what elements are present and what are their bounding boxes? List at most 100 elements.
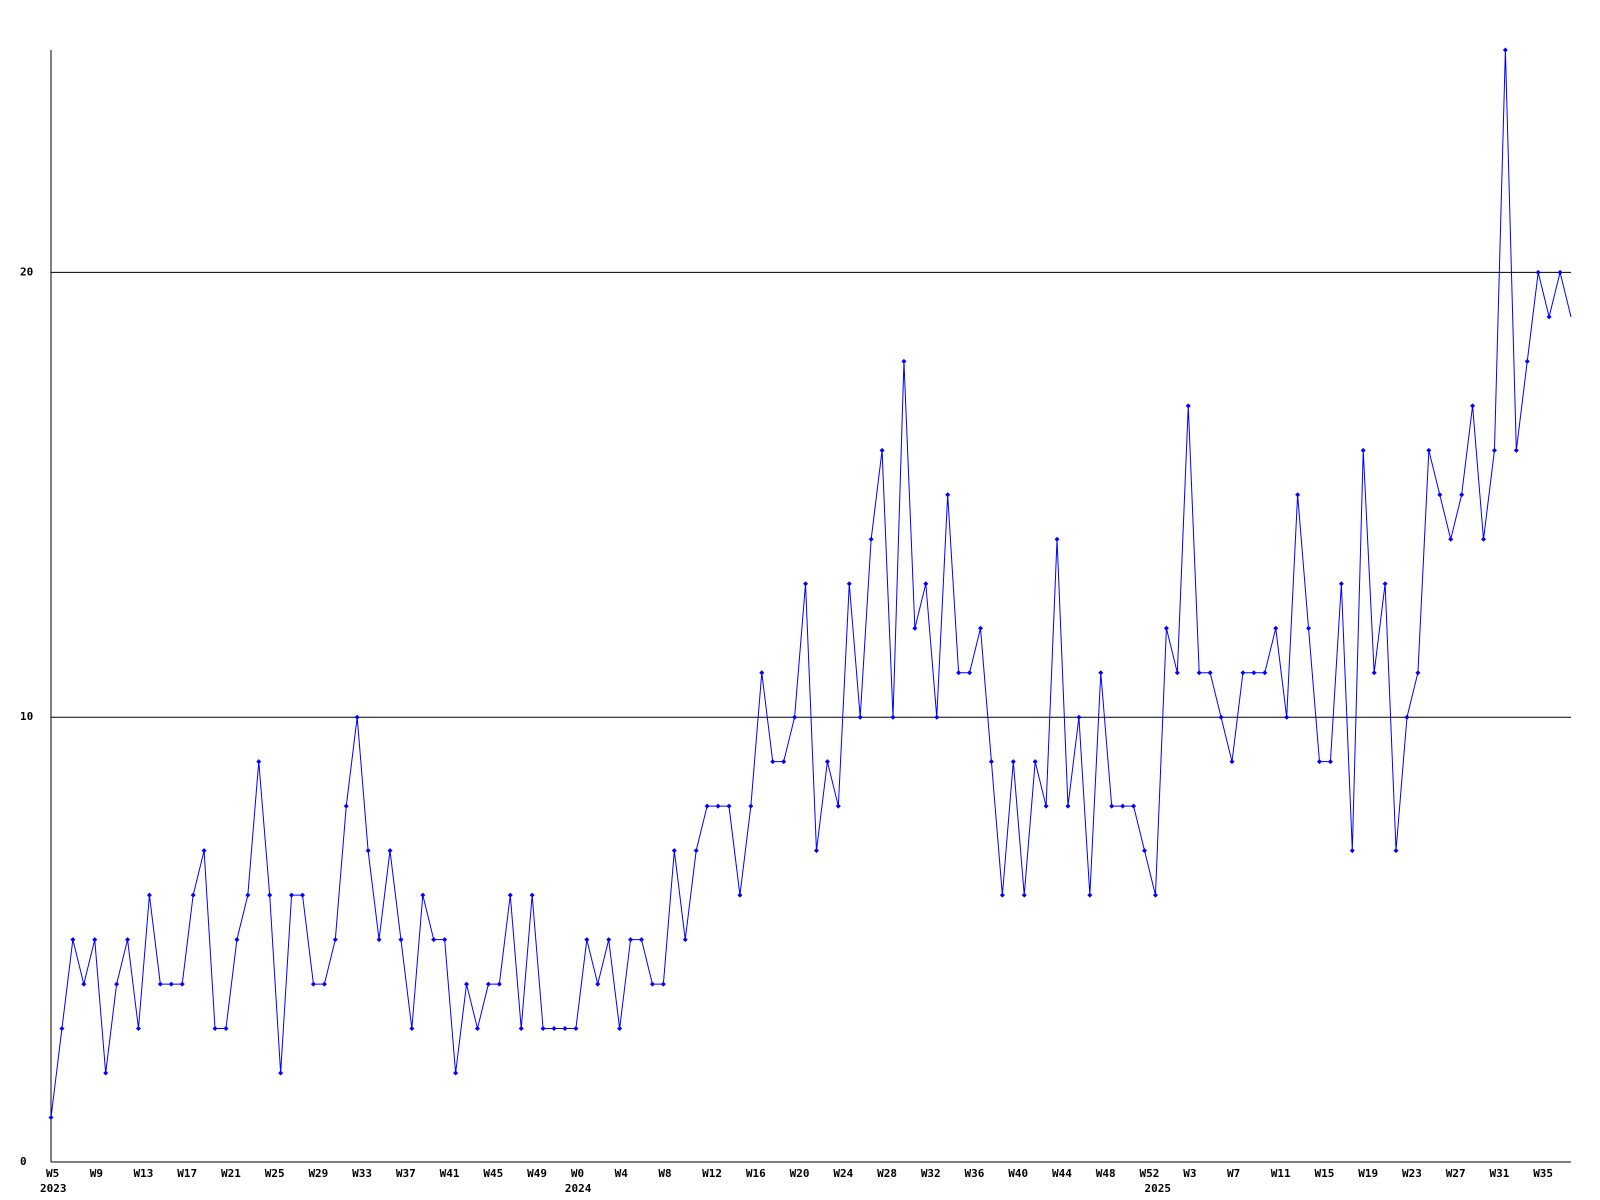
point-marker [1481, 536, 1487, 542]
point-marker [857, 714, 863, 720]
point-marker [245, 892, 251, 898]
point-marker [901, 358, 907, 364]
point-marker [321, 981, 327, 987]
point-marker [1207, 670, 1213, 676]
point-marker [770, 759, 776, 765]
x-tick-label: W44 [1052, 1167, 1072, 1180]
point-marker [1218, 714, 1224, 720]
point-marker [1185, 403, 1191, 409]
point-marker [300, 892, 306, 898]
point-marker [135, 1026, 141, 1032]
point-marker [1032, 759, 1038, 765]
point-marker [1131, 803, 1137, 809]
point-marker [431, 937, 437, 943]
point-marker [59, 1026, 65, 1032]
point-marker [649, 981, 655, 987]
point-marker [376, 937, 382, 943]
point-marker [1240, 670, 1246, 676]
x-tick-label: W41 [440, 1167, 460, 1180]
x-tick-label: W13 [133, 1167, 153, 1180]
point-marker [988, 759, 994, 765]
x-tick-label: W7 [1227, 1167, 1240, 1180]
point-marker [781, 759, 787, 765]
point-marker [1415, 670, 1421, 676]
x-tick-label: W4 [615, 1167, 629, 1180]
point-marker [387, 848, 393, 854]
point-marker [1546, 314, 1552, 320]
point-marker [999, 892, 1005, 898]
point-marker [168, 981, 174, 987]
point-marker [726, 803, 732, 809]
point-marker [289, 892, 295, 898]
point-marker [1437, 492, 1443, 498]
point-marker [573, 1026, 579, 1032]
x-tick-label: W25 [265, 1167, 285, 1180]
point-marker [114, 981, 120, 987]
point-marker [48, 1115, 54, 1121]
point-marker [1535, 269, 1541, 275]
point-marker [1349, 848, 1355, 854]
point-marker [737, 892, 743, 898]
x-tick-label: W11 [1271, 1167, 1291, 1180]
point-marker [890, 714, 896, 720]
point-marker [70, 937, 76, 943]
point-marker [332, 937, 338, 943]
x-tick-label: W40 [1008, 1167, 1028, 1180]
point-marker [551, 1026, 557, 1032]
point-marker [693, 848, 699, 854]
point-marker [507, 892, 513, 898]
point-marker [803, 581, 809, 587]
point-marker [81, 981, 87, 987]
point-marker [617, 1026, 623, 1032]
x-tick-label: W27 [1446, 1167, 1466, 1180]
point-marker [715, 803, 721, 809]
point-marker [748, 803, 754, 809]
x-year-label: 2023 [40, 1182, 67, 1195]
point-marker [835, 803, 841, 809]
x-tick-label: W23 [1402, 1167, 1422, 1180]
point-marker [442, 937, 448, 943]
x-tick-label: W5 [46, 1167, 59, 1180]
point-marker [1316, 759, 1322, 765]
point-marker [365, 848, 371, 854]
point-marker [1502, 47, 1508, 53]
point-marker [453, 1070, 459, 1076]
x-tick-label: W32 [921, 1167, 941, 1180]
point-marker [584, 937, 590, 943]
point-marker [1174, 670, 1180, 676]
point-marker [1043, 803, 1049, 809]
point-marker [103, 1070, 109, 1076]
point-marker [945, 492, 951, 498]
point-marker [1404, 714, 1410, 720]
point-marker [157, 981, 163, 987]
x-tick-label: W52 [1140, 1167, 1160, 1180]
point-marker [639, 937, 645, 943]
point-marker [256, 759, 262, 765]
point-marker [977, 625, 983, 631]
point-marker [1087, 892, 1093, 898]
point-marker [1382, 581, 1388, 587]
x-year-label: 2024 [565, 1182, 592, 1195]
point-marker [759, 670, 765, 676]
point-marker [1021, 892, 1027, 898]
point-marker [1142, 848, 1148, 854]
point-marker [606, 937, 612, 943]
point-marker [1360, 447, 1366, 453]
x-tick-label: W29 [308, 1167, 328, 1180]
y-tick-label: 10 [20, 710, 33, 723]
point-marker [1152, 892, 1158, 898]
point-marker [1120, 803, 1126, 809]
point-marker [792, 714, 798, 720]
point-marker [343, 803, 349, 809]
point-marker [1393, 848, 1399, 854]
point-marker [1065, 803, 1071, 809]
point-marker [846, 581, 852, 587]
point-marker [179, 981, 185, 987]
point-marker [1262, 670, 1268, 676]
point-marker [223, 1026, 229, 1032]
x-tick-label: W28 [877, 1167, 897, 1180]
point-marker [1557, 269, 1563, 275]
point-marker [967, 670, 973, 676]
